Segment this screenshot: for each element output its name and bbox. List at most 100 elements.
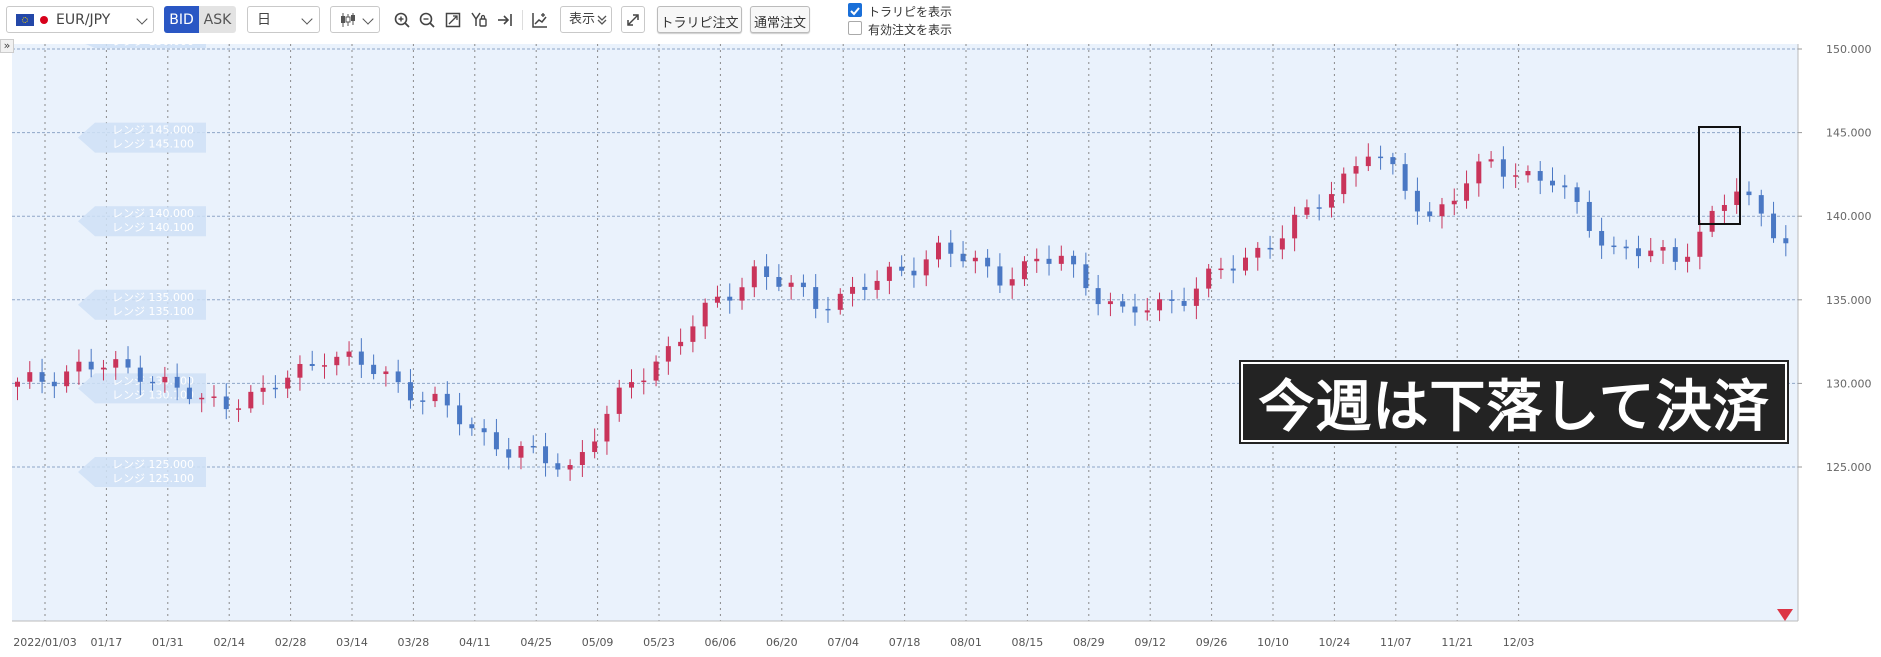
candle: [27, 361, 33, 389]
candle: [1169, 290, 1175, 314]
x-tick-label: 04/11: [459, 636, 491, 649]
candle: [1095, 274, 1101, 316]
zoom-out-button[interactable]: [414, 7, 440, 33]
trail-order-button[interactable]: トラリピ注文: [657, 6, 742, 33]
candle: [1132, 293, 1138, 326]
candle: [1414, 177, 1420, 225]
candle: [1255, 242, 1261, 271]
candle: [1525, 165, 1531, 183]
candle-body: [1488, 159, 1494, 162]
range-tag-shape: [78, 289, 206, 320]
x-tick-label: 10/10: [1257, 636, 1289, 649]
indicator-button[interactable]: [527, 7, 553, 33]
x-tick-label: 08/01: [950, 636, 982, 649]
candle: [1427, 202, 1433, 222]
y-tick-label: 135.000: [1826, 294, 1872, 307]
candle-body: [579, 452, 585, 466]
chart-type-select[interactable]: [330, 6, 380, 33]
show-active-orders-checkbox[interactable]: [848, 21, 862, 35]
x-tick-label: 03/28: [398, 636, 430, 649]
candle-body: [1292, 214, 1298, 239]
candle: [1771, 201, 1777, 243]
candle-body: [1009, 279, 1015, 286]
collapse-panel-button[interactable]: »: [0, 39, 14, 53]
candle: [727, 283, 733, 314]
candle-body: [1734, 191, 1740, 205]
bid-button[interactable]: BID: [164, 6, 199, 33]
candle: [1279, 225, 1285, 260]
candle: [1046, 245, 1052, 276]
candle-body: [850, 286, 856, 294]
x-tick-label: 12/03: [1503, 636, 1535, 649]
candle-body: [837, 293, 843, 310]
candle-body: [616, 387, 622, 414]
range-tag-label: レンジ 145.100: [112, 138, 194, 151]
candle-body: [1402, 164, 1408, 191]
jump-latest-button[interactable]: [492, 7, 518, 33]
show-trail-checkbox[interactable]: [848, 3, 862, 17]
candle-body: [1230, 268, 1236, 271]
candle: [1341, 167, 1347, 204]
x-tick-label: 02/14: [213, 636, 245, 649]
scroll-latest-icon[interactable]: [1776, 608, 1794, 622]
chevron-down-icon: [301, 13, 313, 25]
candle-body: [936, 242, 941, 260]
candle: [15, 377, 20, 401]
candle: [739, 277, 745, 310]
candle-body: [1648, 250, 1654, 257]
candle-body: [88, 361, 94, 370]
x-tick-label: 06/20: [766, 636, 798, 649]
y-tick-label: 140.000: [1826, 210, 1872, 223]
candle-body: [125, 359, 131, 368]
display-select[interactable]: 表示: [560, 6, 612, 33]
candle: [1464, 170, 1470, 209]
expand-button[interactable]: [621, 6, 645, 33]
candle: [309, 350, 315, 371]
candle-body: [1316, 207, 1322, 209]
candle: [358, 338, 364, 378]
candle-body: [886, 266, 892, 281]
normal-order-button[interactable]: 通常注文: [750, 6, 810, 33]
candle-body: [1144, 310, 1150, 313]
candle: [1292, 206, 1298, 252]
zoom-in-button[interactable]: [389, 7, 415, 33]
candle: [555, 453, 561, 477]
candle: [997, 253, 1003, 294]
candle: [1058, 245, 1064, 271]
range-tag-label: レンジ 130.100: [112, 388, 194, 401]
candle-body: [162, 376, 168, 383]
candle: [764, 254, 770, 290]
candle: [420, 391, 426, 415]
range-tag-label: レンジ 140.100: [112, 221, 194, 234]
candle: [690, 315, 696, 353]
fit-button[interactable]: [440, 7, 466, 33]
candle-body: [272, 387, 278, 390]
candlestick-icon: [341, 13, 355, 27]
x-tick-label: 03/14: [336, 636, 368, 649]
x-tick-label: 11/07: [1380, 636, 1412, 649]
candle-body: [567, 465, 573, 470]
candle-body: [985, 257, 991, 267]
candle: [1451, 188, 1457, 216]
drawing-button[interactable]: [466, 7, 492, 33]
candle-body: [383, 371, 389, 375]
show-trail-label: トラリピを表示: [868, 5, 953, 19]
candle: [776, 264, 782, 292]
candle: [1181, 287, 1187, 312]
candle-body: [113, 359, 119, 368]
chart-toolbar: EUR/JPY BID ASK 日 表示: [0, 0, 1881, 45]
candle-body: [481, 428, 487, 433]
zoom-in-icon: [394, 12, 410, 28]
candle: [899, 255, 905, 277]
timeframe-select[interactable]: 日: [247, 6, 320, 33]
candle: [751, 260, 757, 298]
symbol-select[interactable]: EUR/JPY: [6, 6, 154, 33]
candle: [629, 369, 634, 399]
candle-body: [911, 270, 917, 276]
candle: [100, 359, 106, 381]
ask-button[interactable]: ASK: [199, 6, 236, 33]
